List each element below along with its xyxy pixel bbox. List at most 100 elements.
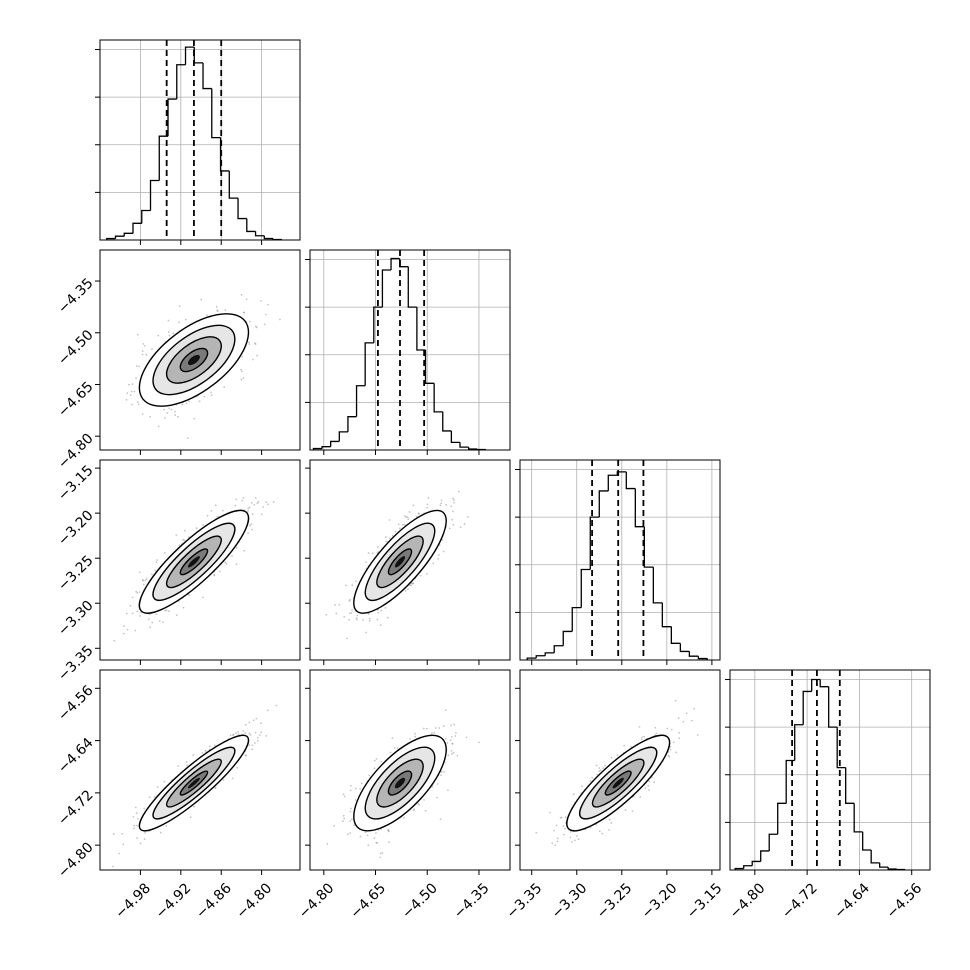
point bbox=[134, 629, 137, 632]
point bbox=[670, 728, 673, 731]
point bbox=[384, 607, 387, 609]
point bbox=[135, 590, 138, 593]
point bbox=[195, 527, 198, 529]
point bbox=[367, 613, 370, 615]
point bbox=[589, 780, 592, 782]
point bbox=[379, 624, 382, 627]
point bbox=[451, 518, 454, 521]
point bbox=[560, 816, 563, 819]
hist-bin bbox=[751, 860, 761, 866]
point bbox=[388, 841, 391, 844]
point bbox=[141, 413, 144, 415]
point bbox=[381, 852, 384, 854]
point bbox=[407, 588, 409, 591]
point bbox=[412, 809, 415, 812]
point bbox=[610, 822, 613, 824]
point bbox=[189, 816, 192, 819]
point bbox=[241, 355, 244, 358]
point bbox=[564, 816, 567, 818]
point bbox=[153, 796, 156, 798]
hist-bin bbox=[870, 850, 880, 864]
hist-bin bbox=[580, 568, 591, 608]
point bbox=[122, 632, 125, 635]
y-tick-label: −3.35 bbox=[55, 643, 97, 685]
point bbox=[454, 735, 457, 737]
hist-bin bbox=[433, 383, 443, 413]
density-core bbox=[612, 777, 624, 789]
point bbox=[409, 737, 411, 740]
point bbox=[235, 563, 238, 566]
point bbox=[129, 604, 132, 607]
contour bbox=[364, 746, 436, 820]
y-tick-label: −4.65 bbox=[55, 379, 97, 421]
panel-frame bbox=[99, 249, 301, 451]
point bbox=[334, 604, 336, 606]
contour bbox=[387, 548, 413, 576]
point bbox=[224, 561, 227, 564]
point bbox=[142, 583, 145, 586]
point bbox=[147, 618, 150, 621]
hist-bin bbox=[794, 724, 804, 761]
point bbox=[417, 512, 420, 515]
point bbox=[255, 717, 258, 720]
point bbox=[244, 754, 247, 757]
point bbox=[450, 505, 453, 508]
point bbox=[412, 582, 415, 585]
point bbox=[76, 463, 78, 465]
point bbox=[235, 732, 238, 735]
hist-bin bbox=[364, 342, 374, 386]
point bbox=[130, 390, 133, 393]
point bbox=[177, 765, 180, 767]
hist-bin bbox=[114, 235, 125, 239]
point bbox=[157, 334, 160, 337]
point bbox=[135, 812, 138, 815]
point bbox=[391, 737, 394, 740]
point bbox=[113, 639, 116, 642]
point bbox=[236, 766, 239, 769]
point bbox=[136, 817, 139, 820]
point bbox=[198, 400, 201, 403]
point bbox=[427, 497, 430, 499]
point bbox=[235, 498, 238, 501]
point bbox=[139, 842, 142, 845]
point bbox=[122, 843, 125, 846]
point bbox=[349, 598, 351, 601]
point bbox=[138, 591, 141, 593]
point bbox=[447, 754, 450, 757]
point bbox=[248, 343, 251, 346]
point bbox=[206, 514, 209, 517]
point bbox=[182, 538, 185, 541]
point bbox=[247, 507, 250, 510]
point bbox=[133, 827, 135, 830]
point bbox=[168, 334, 171, 337]
point bbox=[112, 833, 115, 835]
point bbox=[168, 407, 171, 410]
point bbox=[440, 499, 443, 502]
point bbox=[185, 402, 188, 405]
hist-bin bbox=[390, 257, 400, 270]
point bbox=[216, 309, 219, 312]
point bbox=[256, 736, 259, 739]
hist-bin bbox=[544, 652, 555, 656]
point bbox=[131, 383, 134, 386]
point bbox=[411, 582, 414, 585]
point bbox=[136, 333, 139, 336]
hist-bin bbox=[697, 656, 708, 660]
point bbox=[253, 503, 256, 506]
point bbox=[131, 596, 134, 599]
point bbox=[148, 796, 151, 799]
point bbox=[136, 610, 139, 613]
hist-bin bbox=[625, 471, 636, 490]
point bbox=[371, 552, 374, 555]
point bbox=[451, 742, 454, 745]
point bbox=[651, 776, 654, 779]
point bbox=[436, 796, 438, 799]
point bbox=[641, 736, 644, 739]
point bbox=[141, 353, 144, 356]
point bbox=[376, 618, 379, 621]
point bbox=[644, 787, 647, 790]
point bbox=[424, 809, 427, 812]
point bbox=[598, 767, 601, 770]
point bbox=[572, 793, 575, 796]
